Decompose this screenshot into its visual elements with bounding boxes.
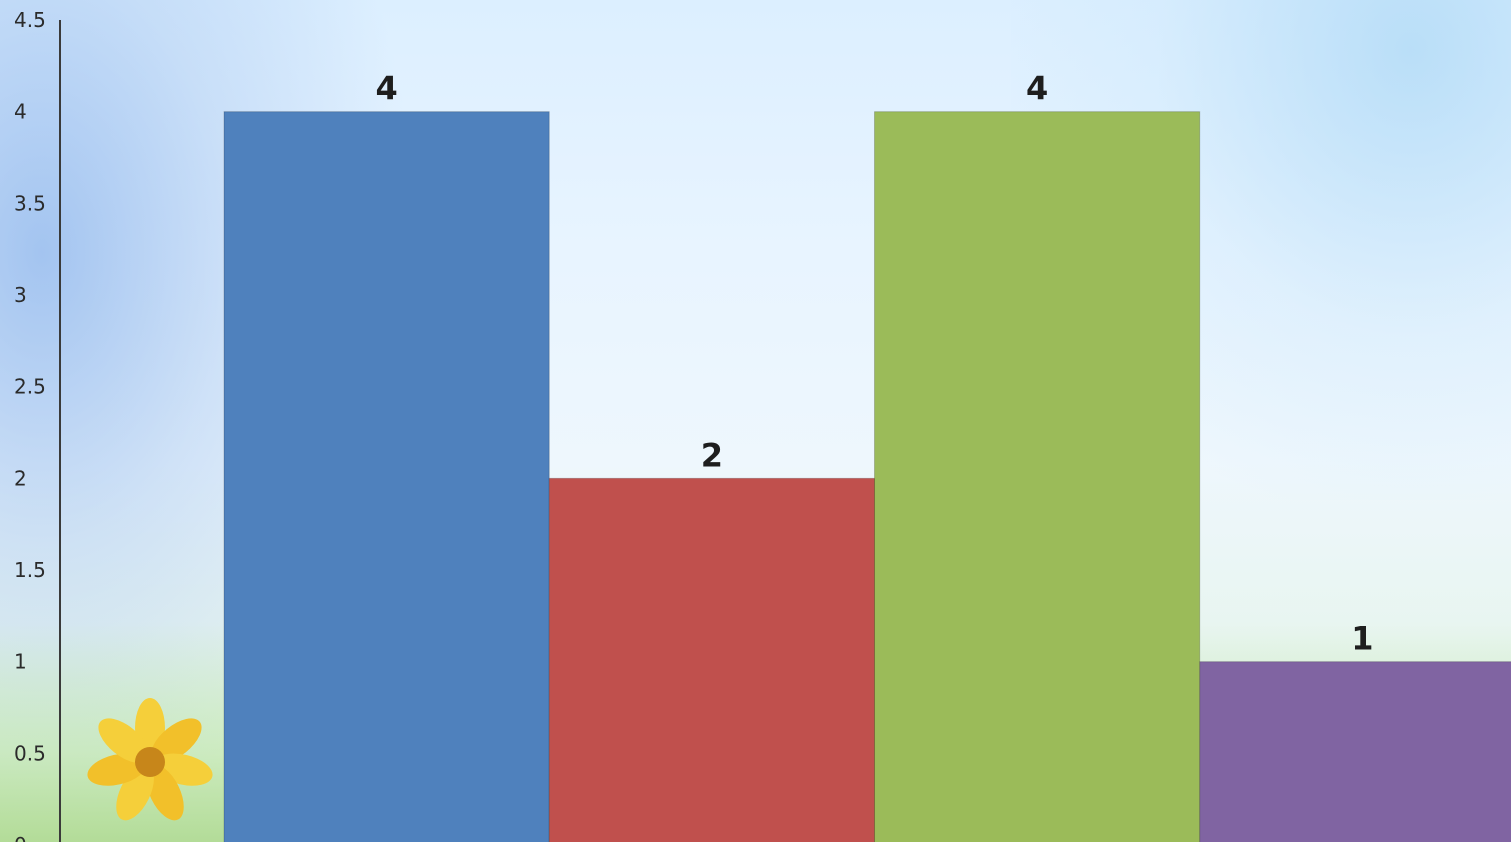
- y-axis-ticks: 0 0.5 1 1.5 2 2.5 3 3.5 4 4.5: [14, 8, 46, 842]
- y-tick-label: 4.5: [14, 8, 46, 32]
- bar: [223, 111, 550, 842]
- y-tick-label: 3: [14, 283, 27, 307]
- bar: [874, 111, 1201, 842]
- bar: [548, 477, 875, 842]
- y-tick-label: 1.5: [14, 558, 46, 582]
- bar-value-label: 2: [701, 436, 723, 474]
- y-tick-label: 1: [14, 650, 27, 674]
- y-tick-label: 2: [14, 466, 27, 490]
- bar-value-label: 4: [375, 70, 397, 108]
- y-tick-label: 4: [14, 100, 27, 124]
- bar: [1199, 661, 1511, 842]
- y-tick-label: 0.5: [14, 741, 46, 765]
- bar-value-label: 4: [1026, 70, 1048, 108]
- data-labels: 4 2 4 1: [375, 70, 1373, 658]
- y-tick-label: 0: [14, 833, 27, 842]
- y-tick-label: 2.5: [14, 375, 46, 399]
- bars: [223, 111, 1511, 842]
- bar-value-label: 1: [1351, 620, 1373, 658]
- y-tick-label: 3.5: [14, 191, 46, 215]
- flower-decoration: [87, 698, 213, 821]
